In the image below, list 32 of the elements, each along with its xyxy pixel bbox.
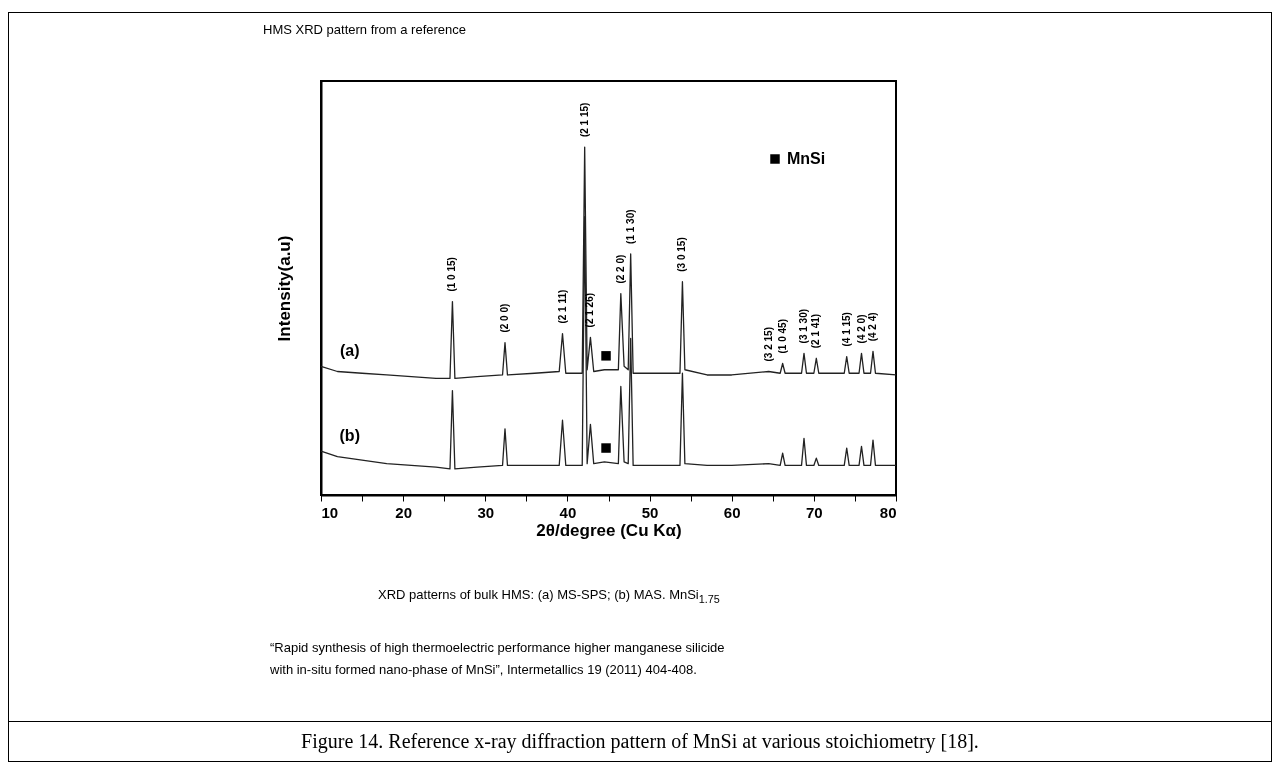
annotation: (1 1 30) [624,209,636,244]
chart-title: HMS XRD pattern from a reference [263,22,467,37]
x-tick-label: 40 [559,503,577,521]
x-tick-label: 10 [321,503,339,521]
annotation: (3 2 15) [762,327,774,362]
x-tick-label: 80 [879,503,897,521]
x-tick-label: 70 [806,503,823,521]
x-tick-label: 60 [723,503,741,521]
annotation: (4 1 15) [840,312,852,347]
annotation: (2 1 26) [584,292,596,328]
x-tick-label: 30 [477,503,495,521]
x-tick-label: 50 [641,503,659,521]
annotation: (2 0 0) [499,303,510,333]
x-tick-label: 20 [395,503,412,521]
annotation: (3 1 30) [798,308,809,344]
caption: Figure 14. Reference x-ray diffraction pattern of MnSi at various stoichiometry [18]. [8,721,1272,762]
annotation: (2 1 11) [556,289,568,324]
y-axis-title: Intensity(a.u) [274,235,294,342]
annotation: (4 2 0) [855,314,867,344]
annotation: (1 0 15) [446,257,458,292]
annotation: (3 0 15) [676,237,688,272]
series-label: (b) [339,426,360,444]
text: “Rapid synthesis of high thermoelectric performance higher manganese silicide with in-situ formed nano-phase of MnSi”, Intermetallics 19 (2011) 404-408. [270,639,726,679]
series-label: (a) [339,341,360,359]
x-axis-title: 2θ/degree (Cu Kα) [536,520,682,540]
annotation: (2 1 41) [810,313,822,349]
text: XRD patterns of bulk HMS: (a) MS-SPS; (b) MAS. MnSi$_{1.75}$ [378,587,720,605]
annotation: (1 0 45) [776,319,788,354]
legend-label: MnSi [787,150,826,167]
annotation: (2 2 0) [614,254,626,284]
annotation: (2 1 15) [578,102,590,138]
annotation: (4 2 4) [867,312,878,342]
